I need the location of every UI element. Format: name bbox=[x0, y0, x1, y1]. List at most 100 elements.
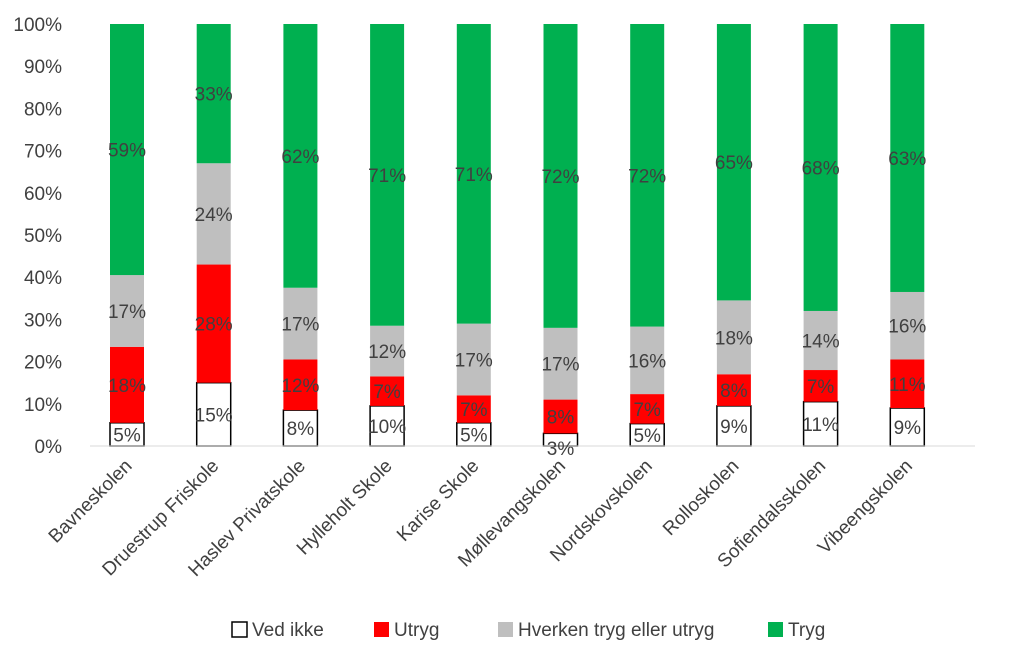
y-tick-label: 60% bbox=[24, 184, 62, 205]
y-tick-label: 50% bbox=[24, 226, 62, 247]
y-tick-label: 90% bbox=[24, 57, 62, 78]
bar-segment-hverken-tryg-eller-utryg bbox=[110, 275, 144, 347]
y-axis: 0% 10% 20% 30% 40% 50% 60% 70% 80% 90% 100% bbox=[13, 15, 62, 458]
y-tick-label: 100% bbox=[13, 15, 62, 36]
data-label: 62% bbox=[281, 147, 319, 168]
data-label: 18% bbox=[715, 328, 753, 349]
bars bbox=[90, 24, 975, 447]
bar-segment-tryg bbox=[543, 24, 578, 328]
legend-label: Tryg bbox=[788, 620, 825, 641]
category-label: Rolloskolen bbox=[659, 456, 743, 540]
data-label: 5% bbox=[113, 425, 141, 446]
bar-segment-utryg bbox=[803, 370, 838, 402]
bar-segment-hverken-tryg-eller-utryg bbox=[456, 323, 491, 396]
data-label: 63% bbox=[888, 149, 926, 170]
bar-segment-utryg bbox=[543, 399, 578, 434]
data-label: 17% bbox=[281, 315, 319, 336]
bar-segment-hverken-tryg-eller-utryg bbox=[196, 163, 231, 265]
data-label: 11% bbox=[802, 415, 839, 436]
legend-swatch-tryg bbox=[768, 622, 783, 637]
data-label: 71% bbox=[455, 165, 493, 186]
bar-segment-utryg bbox=[283, 359, 318, 411]
bar-segment-hverken-tryg-eller-utryg bbox=[890, 291, 925, 360]
bar-segment-utryg bbox=[456, 395, 491, 423]
data-label: 15% bbox=[195, 405, 233, 426]
data-label: 72% bbox=[541, 167, 579, 188]
y-tick-label: 30% bbox=[24, 310, 62, 331]
data-label: 18% bbox=[108, 376, 146, 397]
legend-swatch-hverken-tryg-eller-utryg bbox=[498, 622, 513, 637]
bar-segment-tryg bbox=[630, 24, 665, 327]
legend: Ved ikke Utryg Hverken tryg eller utryg Try… bbox=[231, 620, 825, 641]
legend-label: Utryg bbox=[394, 620, 439, 641]
bar-segment-tryg bbox=[803, 24, 838, 311]
data-label: 7% bbox=[460, 400, 488, 421]
data-label: 5% bbox=[460, 425, 488, 446]
data-label: 16% bbox=[888, 317, 926, 338]
y-tick-label: 80% bbox=[24, 99, 62, 120]
bar-segment-utryg bbox=[370, 376, 405, 406]
legend-swatch-ved-ikke bbox=[231, 621, 248, 638]
bar-segment-tryg bbox=[110, 24, 144, 276]
data-label: 59% bbox=[108, 141, 146, 162]
bar-segment-tryg bbox=[456, 24, 491, 324]
bar-segment-ved-ikke bbox=[802, 400, 839, 447]
data-label: 10% bbox=[368, 417, 406, 438]
bar-segment-hverken-tryg-eller-utryg bbox=[630, 326, 665, 395]
data-label: 14% bbox=[802, 332, 840, 353]
data-label: 28% bbox=[195, 315, 233, 336]
data-label: 17% bbox=[455, 350, 493, 371]
legend-label: Hverken tryg eller utryg bbox=[518, 620, 714, 641]
data-label: 3% bbox=[547, 439, 575, 460]
bar-segment-hverken-tryg-eller-utryg bbox=[803, 310, 838, 371]
data-label: 8% bbox=[547, 407, 575, 428]
data-label: 68% bbox=[802, 158, 840, 179]
bar-segment-tryg bbox=[283, 24, 318, 288]
y-tick-label: 40% bbox=[24, 268, 62, 289]
bar-segment-utryg bbox=[110, 346, 144, 423]
y-tick-label: 10% bbox=[24, 395, 62, 416]
data-label: 12% bbox=[368, 342, 406, 363]
data-label: 8% bbox=[720, 381, 748, 402]
data-label: 24% bbox=[195, 205, 233, 226]
data-label: 9% bbox=[894, 418, 922, 439]
data-label: 7% bbox=[807, 377, 835, 398]
bar-segment-tryg bbox=[890, 24, 925, 292]
data-label: 8% bbox=[287, 419, 315, 440]
data-label: 33% bbox=[195, 85, 233, 106]
bar-labels: 5% 18% 17% 59% 15% 28% 24% 33% 8% 12% 17% 62% 10% 7% 1… bbox=[108, 85, 926, 460]
bar-segment-hverken-tryg-eller-utryg bbox=[283, 287, 318, 360]
data-label: 72% bbox=[628, 166, 666, 187]
bar-segment-tryg bbox=[196, 24, 231, 164]
data-label: 11% bbox=[889, 375, 926, 396]
y-tick-label: 0% bbox=[35, 437, 63, 458]
y-tick-label: 20% bbox=[24, 353, 62, 374]
data-label: 7% bbox=[373, 382, 401, 403]
bar-segment-tryg bbox=[370, 24, 405, 326]
legend-swatch-utryg bbox=[374, 622, 389, 637]
bar-segment-hverken-tryg-eller-utryg bbox=[370, 325, 405, 377]
data-label: 17% bbox=[541, 355, 579, 376]
legend-label: Ved ikke bbox=[252, 620, 324, 641]
data-label: 17% bbox=[108, 302, 146, 323]
data-label: 5% bbox=[633, 426, 661, 447]
data-label: 16% bbox=[628, 351, 666, 372]
bar-segment-ved-ikke bbox=[195, 381, 232, 447]
category-label: Karise Skole bbox=[393, 456, 483, 546]
bar-segment-ved-ikke bbox=[369, 405, 405, 447]
bar-segment-tryg bbox=[716, 24, 751, 301]
data-label: 71% bbox=[368, 166, 406, 187]
y-tick-label: 70% bbox=[24, 142, 62, 163]
bar-segment-hverken-tryg-eller-utryg bbox=[543, 327, 578, 400]
bar-segment-utryg bbox=[630, 394, 665, 424]
data-label: 7% bbox=[633, 400, 661, 421]
data-label: 12% bbox=[281, 376, 319, 397]
bar-segment-hverken-tryg-eller-utryg bbox=[716, 300, 751, 375]
data-label: 9% bbox=[720, 417, 748, 438]
category-label: Bavneskolen bbox=[45, 456, 137, 548]
data-label: 65% bbox=[715, 153, 753, 174]
bar-segment-utryg bbox=[716, 374, 751, 406]
